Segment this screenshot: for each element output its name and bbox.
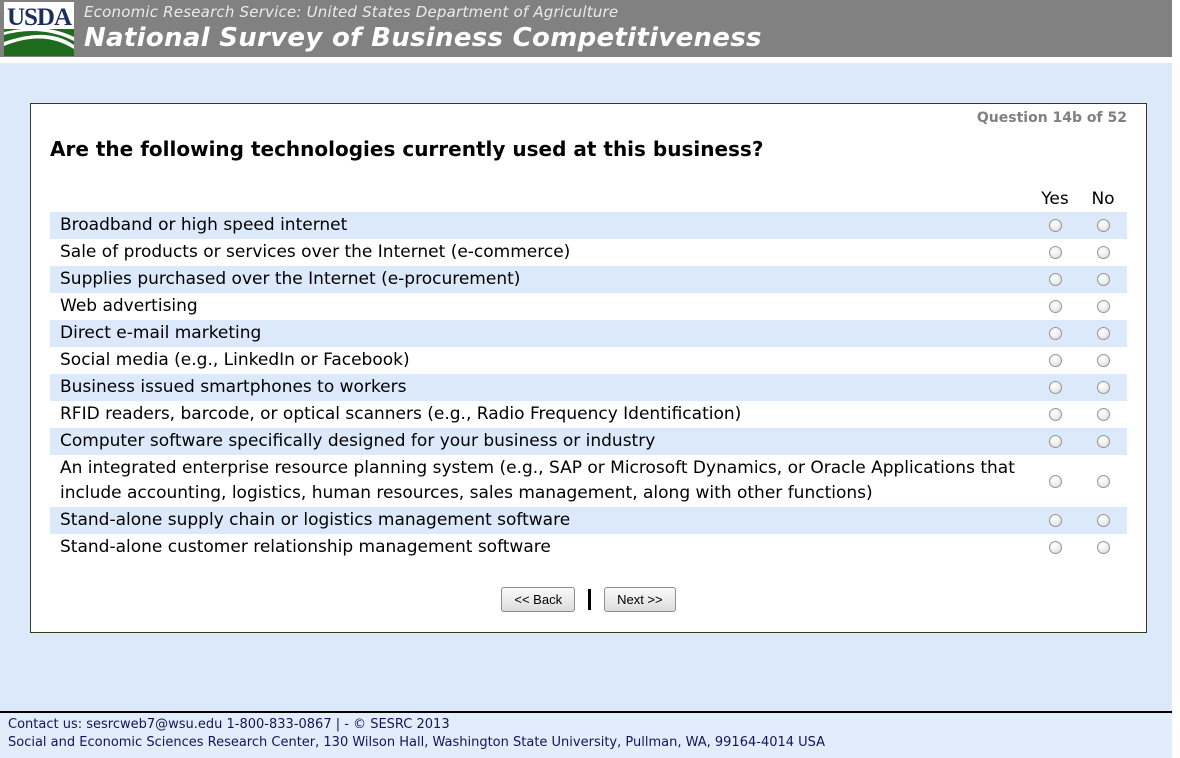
table-row: Web advertising	[50, 293, 1127, 320]
radio-no[interactable]	[1096, 246, 1110, 259]
usda-logo: USDA	[4, 2, 74, 56]
radio-yes[interactable]	[1048, 408, 1062, 421]
radio-yes[interactable]	[1048, 474, 1062, 488]
no-cell	[1079, 514, 1127, 527]
radio-yes[interactable]	[1048, 435, 1062, 448]
footer-address-line: Social and Economic Sciences Research Ce…	[8, 735, 826, 750]
radio-yes[interactable]	[1048, 541, 1062, 554]
no-cell	[1079, 219, 1127, 232]
row-label: Broadband or high speed internet	[60, 215, 348, 235]
radio-no[interactable]	[1096, 408, 1110, 421]
table-row: Social media (e.g., LinkedIn or Facebook…	[50, 347, 1127, 374]
header-divider	[0, 57, 1172, 63]
radio-yes[interactable]	[1048, 300, 1062, 313]
yes-cell	[1031, 381, 1079, 394]
no-cell	[1079, 381, 1127, 394]
radio-yes[interactable]	[1048, 219, 1062, 232]
radio-yes[interactable]	[1048, 514, 1062, 527]
row-label: An integrated enterprise resource planni…	[60, 458, 1015, 503]
nav-buttons: << Back Next >>	[50, 587, 1127, 620]
radio-no[interactable]	[1096, 541, 1110, 554]
yes-cell	[1031, 474, 1079, 488]
table-row: RFID readers, barcode, or optical scanne…	[50, 401, 1127, 428]
header-banner: USDA Economic Research Service: United S…	[0, 0, 1172, 57]
radio-yes[interactable]	[1048, 246, 1062, 259]
question-title: Are the following technologies currently…	[50, 137, 764, 161]
table-row: Business issued smartphones to workers	[50, 374, 1127, 401]
table-row: Sale of products or services over the In…	[50, 239, 1127, 266]
yes-cell	[1031, 327, 1079, 340]
table-row: An integrated enterprise resource planni…	[50, 455, 1127, 507]
table-row: Direct e-mail marketing	[50, 320, 1127, 347]
radio-no[interactable]	[1096, 219, 1110, 232]
table-header-row: Yes No	[50, 183, 1127, 212]
no-cell	[1079, 300, 1127, 313]
next-button[interactable]: Next >>	[604, 587, 676, 612]
row-label: Stand-alone customer relationship manage…	[60, 537, 551, 557]
table-row: Stand-alone supply chain or logistics ma…	[50, 507, 1127, 534]
no-cell	[1079, 354, 1127, 367]
radio-yes[interactable]	[1048, 327, 1062, 340]
row-label: Sale of products or services over the In…	[60, 242, 571, 262]
yes-cell	[1031, 435, 1079, 448]
no-cell	[1079, 408, 1127, 421]
radio-yes[interactable]	[1048, 354, 1062, 367]
no-cell	[1079, 327, 1127, 340]
column-header-yes: Yes	[1041, 189, 1069, 209]
radio-no[interactable]	[1096, 381, 1110, 394]
yes-cell	[1031, 273, 1079, 286]
back-button[interactable]: << Back	[501, 587, 576, 612]
footer-contact-line: Contact us: sesrcweb7@wsu.edu 1-800-833-…	[8, 717, 450, 732]
radio-no[interactable]	[1096, 273, 1110, 286]
footer: Contact us: sesrcweb7@wsu.edu 1-800-833-…	[0, 711, 1172, 758]
row-label: Stand-alone supply chain or logistics ma…	[60, 510, 571, 530]
row-label: Business issued smartphones to workers	[60, 377, 407, 397]
radio-no[interactable]	[1096, 435, 1110, 448]
radio-yes[interactable]	[1048, 381, 1062, 394]
yes-cell	[1031, 354, 1079, 367]
svg-text:USDA: USDA	[7, 4, 72, 31]
yes-cell	[1031, 300, 1079, 313]
yes-cell	[1031, 219, 1079, 232]
radio-no[interactable]	[1096, 300, 1110, 313]
row-label: Direct e-mail marketing	[60, 323, 262, 343]
radio-yes[interactable]	[1048, 273, 1062, 286]
table-row: Supplies purchased over the Internet (e-…	[50, 266, 1127, 293]
no-cell	[1079, 435, 1127, 448]
yes-cell	[1031, 514, 1079, 527]
tech-table-body: Broadband or high speed internet Sale of…	[50, 212, 1127, 561]
window-edge-strip	[1172, 0, 1180, 758]
radio-no[interactable]	[1096, 474, 1110, 488]
no-cell	[1079, 273, 1127, 286]
agency-line: Economic Research Service: United States…	[84, 3, 619, 21]
yes-cell	[1031, 408, 1079, 421]
question-panel: Question 14b of 52 Are the following tec…	[30, 103, 1147, 633]
tech-table: Yes No Broadband or high speed internet …	[50, 183, 1127, 561]
button-separator	[588, 589, 592, 610]
radio-no[interactable]	[1096, 354, 1110, 367]
row-label: Supplies purchased over the Internet (e-…	[60, 269, 521, 289]
row-label: RFID readers, barcode, or optical scanne…	[60, 404, 742, 424]
row-label: Web advertising	[60, 296, 198, 316]
table-row: Broadband or high speed internet	[50, 212, 1127, 239]
radio-no[interactable]	[1096, 327, 1110, 340]
no-cell	[1079, 541, 1127, 554]
column-header-no: No	[1091, 189, 1115, 209]
survey-title: National Survey of Business Competitiven…	[84, 23, 762, 53]
row-label: Social media (e.g., LinkedIn or Facebook…	[60, 350, 410, 370]
row-label: Computer software specifically designed …	[60, 431, 656, 451]
table-row: Stand-alone customer relationship manage…	[50, 534, 1127, 561]
question-progress: Question 14b of 52	[976, 110, 1127, 126]
yes-cell	[1031, 541, 1079, 554]
radio-no[interactable]	[1096, 514, 1110, 527]
table-row: Computer software specifically designed …	[50, 428, 1127, 455]
no-cell	[1079, 246, 1127, 259]
no-cell	[1079, 474, 1127, 488]
yes-cell	[1031, 246, 1079, 259]
